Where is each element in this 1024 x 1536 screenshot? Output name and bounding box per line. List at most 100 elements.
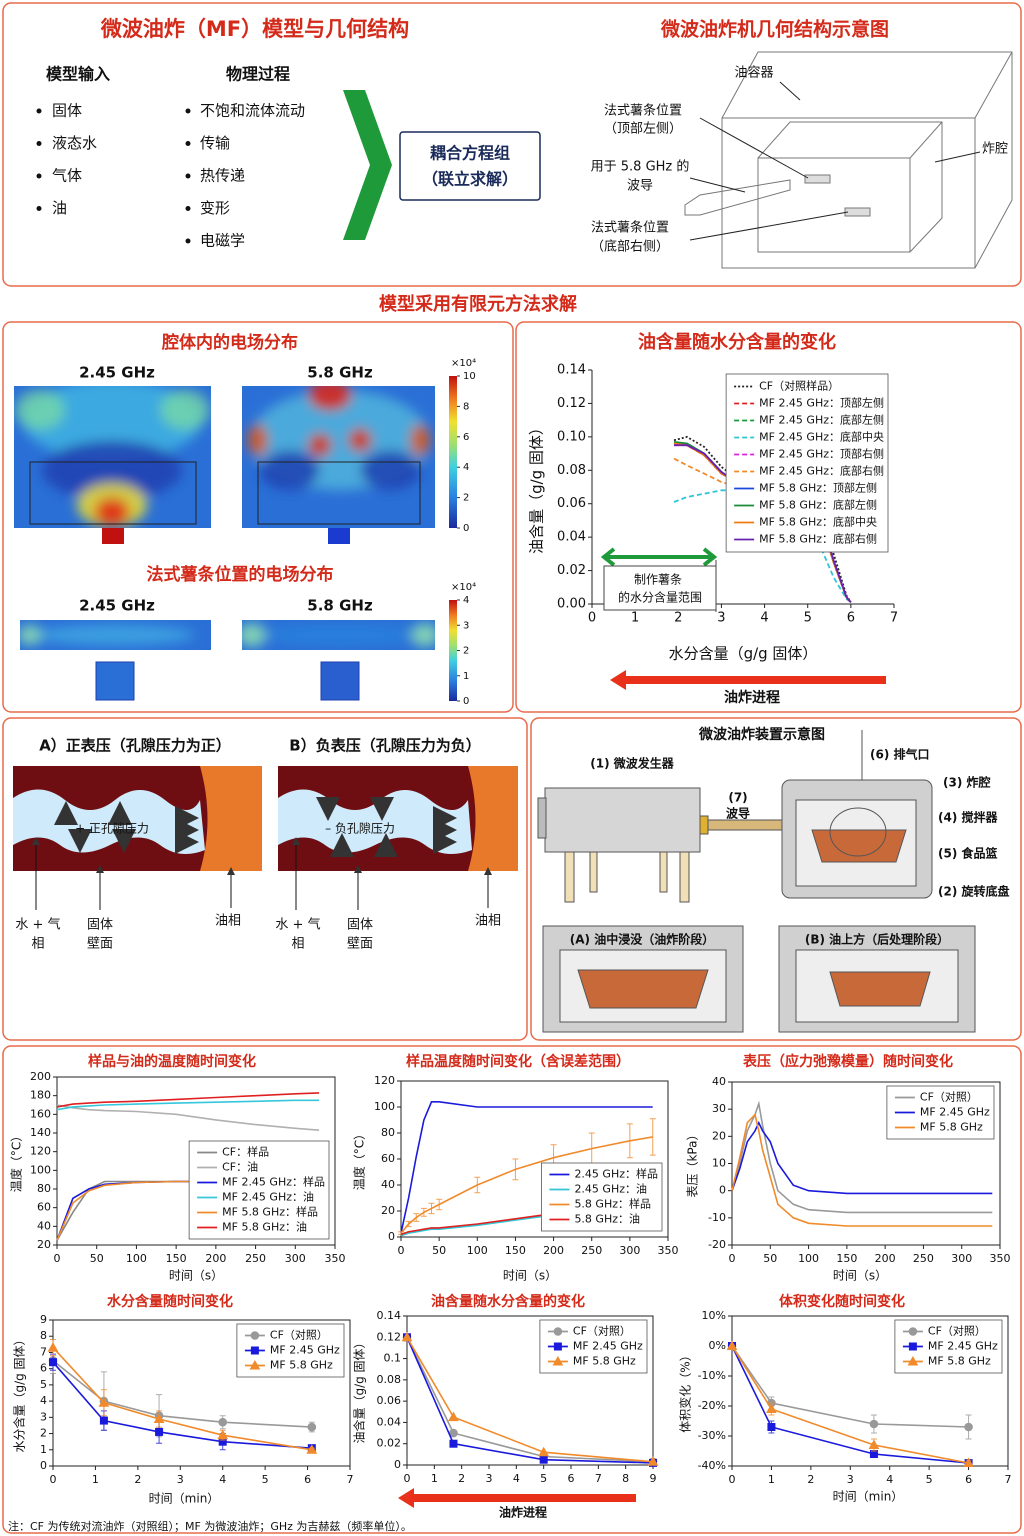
apparatus-label: 波导 [726, 806, 750, 821]
legend-label: 2.45 GHz：油 [574, 1182, 647, 1196]
y-tick-label: 160 [30, 1107, 51, 1120]
section-title: 法式薯条位置的电场分布 [147, 564, 334, 585]
field-map [14, 386, 211, 528]
bullet [36, 206, 42, 211]
series-line [731, 1120, 993, 1195]
colorbar-tick-label: 6 [463, 432, 469, 443]
marker [908, 1342, 917, 1351]
heading: 模型输入 [46, 65, 110, 84]
x-axis-label: 时间（min） [833, 1490, 904, 1504]
x-tick-label: 150 [836, 1252, 857, 1265]
error-bar [474, 1176, 481, 1194]
x-tick-label: 2 [134, 1473, 141, 1486]
marker [647, 1456, 659, 1466]
legend: CF（对照） MF 2.45 GHz MF 5.8 GHz [894, 1319, 1003, 1374]
marker [538, 1446, 550, 1457]
y-tick-label: 3 [40, 1410, 47, 1423]
y-tick-label: 0% [709, 1339, 726, 1352]
frequency-label: 5.8 GHz [307, 364, 373, 382]
marker [217, 1429, 229, 1440]
colorbar-label: ×10⁴ [451, 582, 476, 593]
marker [307, 1422, 317, 1432]
x-tick-label: 50 [90, 1252, 104, 1265]
x-axis-label: 时间（s） [169, 1269, 223, 1283]
legend-label: MF 5.8 GHz：油 [222, 1220, 307, 1234]
apparatus-label: (4) 搅拌器 [938, 810, 998, 825]
legend-label: 5.8 GHz：油 [574, 1212, 640, 1226]
series-line [400, 1101, 653, 1234]
phase-label: 油相 [475, 914, 501, 929]
x-tick-label: 100 [467, 1244, 488, 1257]
x-axis-label: 时间（min） [149, 1492, 220, 1506]
legend: CF（对照） MF 2.45 GHz MF 5.8 GHz [886, 1085, 995, 1140]
x-tick-label: 5 [540, 1472, 547, 1485]
stage-label: (B) 油上方（后处理阶段） [805, 932, 949, 947]
field-blobs [20, 625, 195, 645]
legend-label: MF 2.45 GHz：底部左侧 [759, 413, 884, 427]
y-tick-label: 7 [40, 1345, 47, 1358]
bullet [36, 141, 42, 146]
y-tick-label: 0 [719, 1184, 726, 1197]
cavity-outline [29, 461, 197, 525]
bullet [185, 238, 191, 244]
geometry-label: 炸腔 [982, 142, 1008, 157]
series-line [731, 1345, 969, 1464]
legend-label: MF 5.8 GHz [573, 1355, 636, 1368]
y-tick-label: 10% [702, 1309, 726, 1322]
y-tick-label: 40 [381, 1178, 395, 1191]
marker [98, 1397, 110, 1407]
chart-title: 样品与油的温度随时间变化 [88, 1053, 256, 1070]
frequency-label: 2.45 GHz [79, 597, 155, 615]
field-spot [360, 450, 420, 490]
y-tick-label: 120 [374, 1074, 395, 1087]
y-tick-label: 0.00 [557, 597, 586, 612]
geometry-label: （底部右侧） [591, 239, 669, 255]
phase-label: 固体 [87, 918, 113, 933]
x-tick-label: 250 [581, 1244, 602, 1257]
x-tick-label: 3 [847, 1473, 854, 1486]
colorbar [449, 600, 457, 701]
legend: CF（对照） MF 2.45 GHz MF 5.8 GHz [539, 1319, 648, 1374]
banner: 模型采用有限元方法求解 [379, 293, 577, 315]
x-tick-label: 200 [543, 1244, 564, 1257]
x-tick-label: 9 [650, 1472, 657, 1485]
colorbar-tick-label: 4 [463, 595, 469, 606]
marker [99, 1416, 108, 1425]
field-spot [242, 623, 266, 647]
error-bar [413, 1213, 420, 1222]
field-spot [260, 625, 420, 645]
y-tick-label: -10 [708, 1211, 726, 1224]
y-tick-label: 80 [381, 1126, 395, 1139]
x-tick-label: 6 [304, 1473, 311, 1486]
y-tick-label: -30% [698, 1429, 726, 1442]
marker [869, 1419, 879, 1429]
field-spot [410, 424, 430, 456]
colorbar-tick-label: 0 [463, 523, 469, 534]
diagram-title: B）负表压（孔隙压力为负） [289, 737, 480, 755]
panel-title: 微波油炸机几何结构示意图 [660, 18, 889, 41]
colorbar-tick-label: 10 [463, 371, 476, 382]
x-tick-label: 350 [325, 1252, 346, 1265]
series-line [406, 1336, 654, 1464]
range-box [603, 565, 717, 611]
geometry-label: （顶部左侧） [604, 122, 682, 137]
range-arrow [600, 547, 718, 567]
phase-label: 固体 [347, 918, 373, 933]
legend-label: MF 5.8 GHz：底部右侧 [759, 532, 877, 546]
marker [868, 1439, 880, 1449]
legend-label: MF 5.8 GHz [928, 1355, 991, 1368]
error-bar [420, 1207, 427, 1217]
x-axis-label: 时间（s） [503, 1269, 557, 1283]
y-tick-label: 200 [30, 1070, 51, 1083]
x-tick-label: 200 [205, 1252, 226, 1265]
list-item: 传输 [200, 134, 230, 152]
x-tick-label: 0 [398, 1244, 405, 1257]
x-tick-label: 0 [404, 1472, 411, 1485]
x-axis-label: 时间（s） [833, 1269, 887, 1283]
y-tick-label: 0.1 [384, 1352, 402, 1365]
legend-label: MF 2.45 GHz：顶部左侧 [759, 396, 884, 410]
colorbar-tick-label: 2 [463, 646, 469, 657]
y-tick-label: 180 [30, 1089, 51, 1102]
y-tick-label: 60 [37, 1201, 51, 1214]
